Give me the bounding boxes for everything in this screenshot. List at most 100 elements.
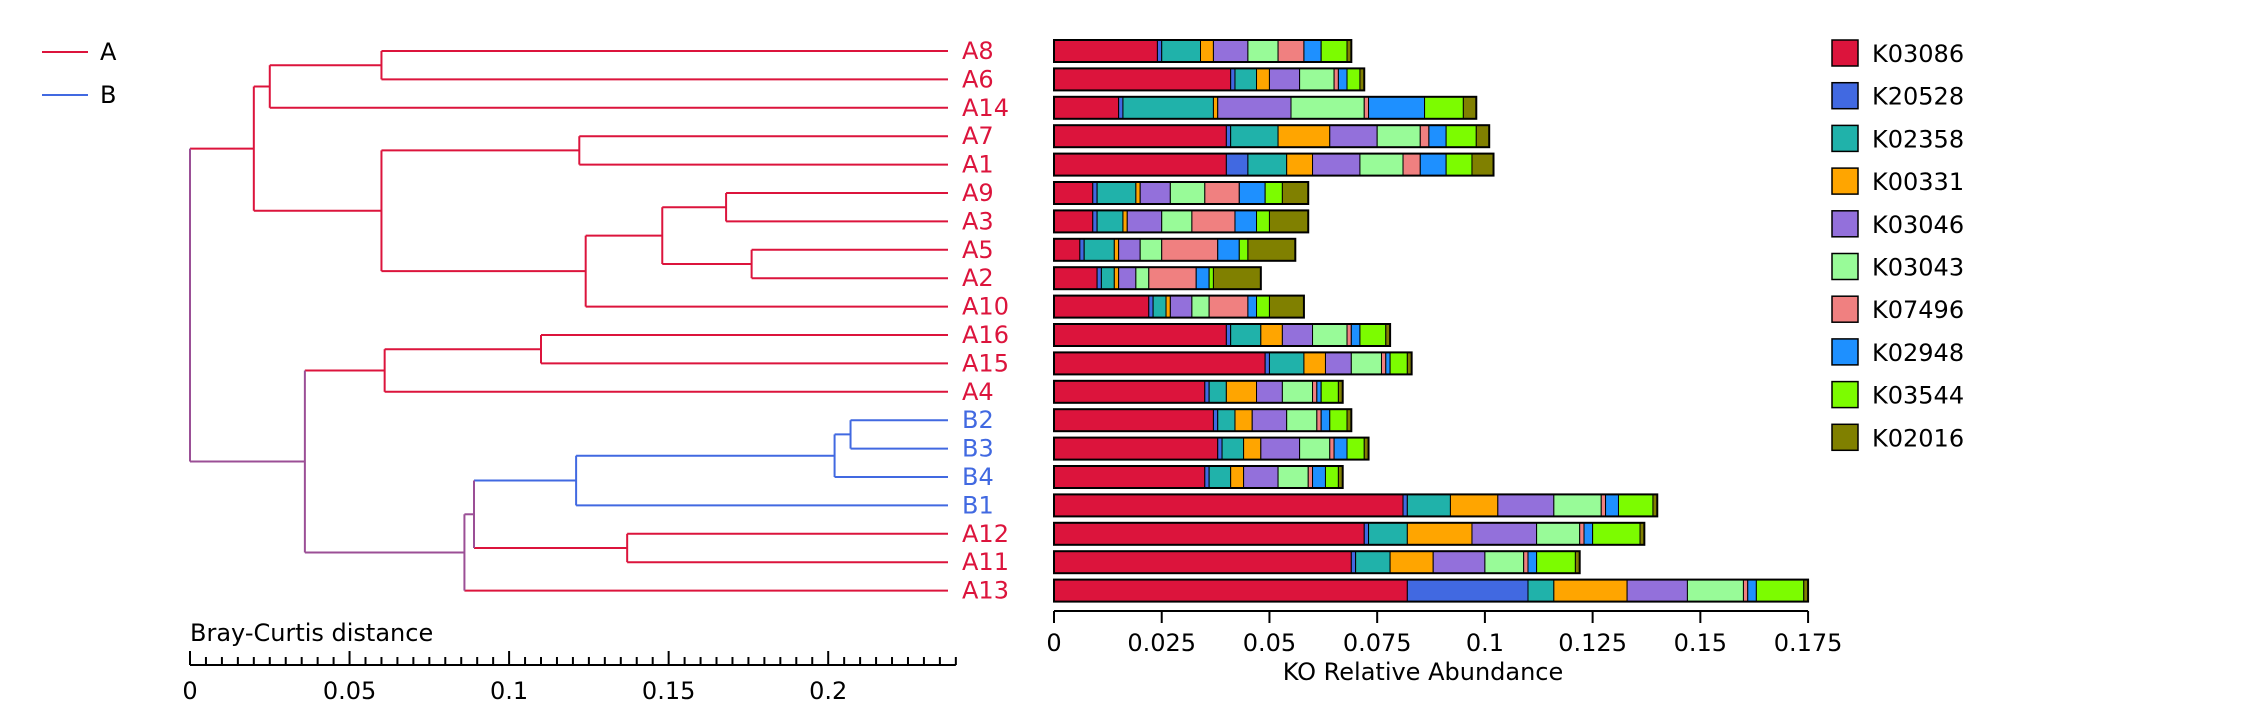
bar-segment	[1238, 181, 1266, 205]
leaf-label: A16	[962, 321, 1009, 349]
bar-segment	[1053, 266, 1098, 290]
bar-segment	[1135, 181, 1141, 205]
bar-segment	[1484, 550, 1525, 574]
legend-swatch	[1831, 81, 1859, 110]
leaf-label: A3	[962, 207, 994, 235]
bar-segment	[1471, 153, 1495, 177]
bar-outline	[1053, 95, 1478, 120]
bar-segment	[1686, 579, 1744, 603]
bar-segment	[1230, 67, 1236, 91]
bar-segment	[1148, 295, 1154, 319]
bar-segment	[1747, 579, 1757, 603]
leaf-label: A5	[962, 236, 994, 264]
bar-segment	[1148, 266, 1197, 290]
bar-segment	[1329, 408, 1348, 432]
bar-segment	[1424, 96, 1464, 120]
bar-outline	[1053, 379, 1344, 404]
bar-segment	[1256, 67, 1270, 91]
bar-segment	[1359, 153, 1404, 177]
bar-segment	[1475, 124, 1490, 148]
bar-segment	[1053, 579, 1408, 603]
bar-segment	[1092, 181, 1098, 205]
bar-segment	[1212, 96, 1219, 120]
tick-label: 0.175	[1774, 629, 1843, 657]
leaf-label: A1	[962, 151, 994, 179]
tick-label: 0.075	[1343, 629, 1412, 657]
bar-outline	[1053, 493, 1659, 518]
bar-segment	[1118, 266, 1137, 290]
bar-segment	[1260, 437, 1301, 461]
bar-segment	[1256, 380, 1283, 404]
leaf-label: A14	[962, 94, 1009, 122]
bar-outline	[1053, 152, 1495, 177]
bar-segment	[1053, 465, 1206, 489]
bar-segment	[1247, 295, 1258, 319]
leaf-label: A6	[962, 65, 994, 93]
legend-label: K00331	[1872, 168, 1964, 196]
bar-segment	[1200, 39, 1214, 63]
bar-segment	[1053, 96, 1120, 120]
bar-segment	[1428, 124, 1447, 148]
bar-segment	[1161, 238, 1219, 262]
bar-segment	[1053, 238, 1081, 262]
bar-segment	[1605, 493, 1619, 517]
bar-segment	[1204, 465, 1210, 489]
leaf-label: A2	[962, 264, 994, 292]
bar-segment	[1536, 550, 1576, 574]
bar-segment	[1135, 266, 1150, 290]
bar-segment	[1523, 550, 1529, 574]
bar-segment	[1346, 323, 1352, 347]
tick-label: 0.05	[1243, 629, 1296, 657]
bar-segment	[1527, 579, 1555, 603]
bar-segment	[1445, 124, 1477, 148]
bar-outline	[1053, 550, 1581, 575]
bar-segment	[1268, 351, 1305, 375]
bar-segment	[1238, 238, 1249, 262]
legend-label: K07496	[1872, 296, 1964, 324]
bar-segment	[1329, 124, 1378, 148]
bar-segment	[1350, 323, 1361, 347]
bar-segment	[1281, 181, 1309, 205]
bar-segment	[1316, 408, 1322, 432]
bar-segment	[1139, 238, 1163, 262]
dendrogram: A8A6A14A7A1A9A3A5A2A10A16A15A4B2B3B4B1A1…	[189, 37, 1009, 605]
bar-segment	[1260, 323, 1283, 347]
legend-swatch	[1831, 252, 1859, 281]
bar-segment	[1169, 295, 1193, 319]
bar-segment	[1329, 437, 1335, 461]
bar-segment	[1243, 437, 1262, 461]
bar-segment	[1286, 408, 1318, 432]
bar-segment	[1363, 522, 1370, 546]
bar-segment	[1742, 579, 1749, 603]
bar-segment	[1053, 39, 1158, 63]
bar-segment	[1312, 465, 1326, 489]
tick-label: 0.1	[490, 677, 528, 705]
bar-segment	[1583, 522, 1594, 546]
ko-legend: K03086 K20528 K02358 K00331 K03046 K03043 K074…	[1831, 39, 1964, 452]
bar-x-axis: 0 0.025 0.05 0.075 0.1 0.125 0.15 0.175	[1046, 610, 1843, 657]
bar-segment	[1053, 522, 1365, 546]
bar-segment	[1053, 408, 1214, 432]
bar-segment	[1221, 437, 1245, 461]
bar-segment	[1320, 380, 1339, 404]
bar-segment	[1281, 323, 1314, 347]
bar-segment	[1299, 67, 1335, 91]
bar-segment	[1256, 209, 1270, 233]
leaf-label: A7	[962, 122, 994, 150]
bar-segment	[1204, 181, 1240, 205]
bar-segment	[1092, 209, 1098, 233]
bar-segment	[1277, 465, 1309, 489]
bar-outline	[1053, 351, 1413, 376]
bar-segment	[1617, 493, 1654, 517]
stacked-bar-chart	[1053, 39, 1810, 603]
tick-label: 0	[182, 677, 197, 705]
bar-segment	[1497, 493, 1555, 517]
legend-swatch	[1831, 210, 1859, 238]
bar-segment	[1303, 39, 1322, 63]
bar-segment	[1385, 351, 1391, 375]
dendrogram-axis-label: Bray-Curtis distance	[190, 619, 433, 647]
bar-segment	[1053, 209, 1094, 233]
bar-segment	[1212, 266, 1262, 290]
bar-segment	[1217, 238, 1240, 262]
legend-swatch	[1831, 380, 1859, 409]
